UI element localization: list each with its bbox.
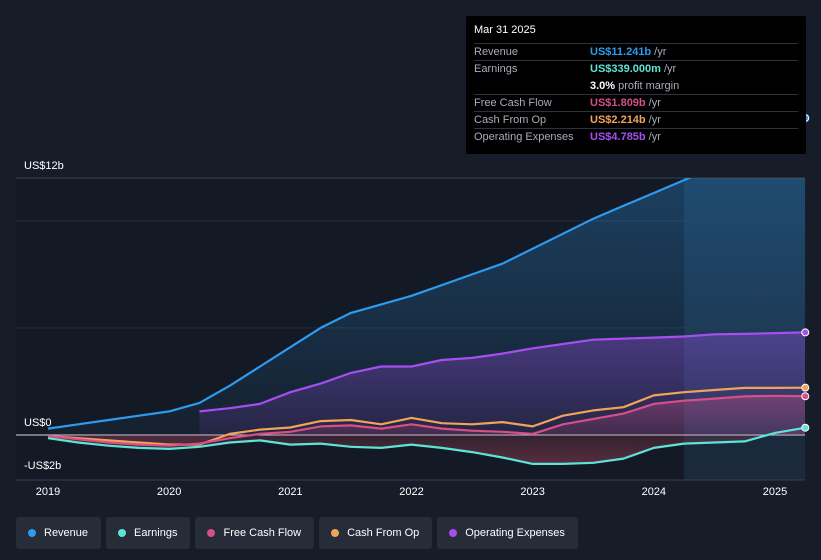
endpoint-earnings	[801, 423, 810, 432]
tooltip-row-value: US$1.809b	[590, 97, 646, 109]
endpoint-operating-expenses	[801, 328, 810, 337]
legend-dot-icon	[28, 529, 36, 537]
tooltip-row-label: Earnings	[474, 63, 518, 75]
legend-dot-icon	[331, 529, 340, 537]
legend-dot-icon	[118, 529, 127, 537]
x-tick-2020: 2020	[156, 486, 182, 498]
endpoint-free-cash-flow	[801, 392, 810, 401]
x-tick-2025: 2025	[762, 486, 788, 498]
tooltip-row-unit: profit margin	[618, 79, 680, 92]
tooltip-row-unit: /yr	[648, 114, 661, 126]
tooltip-date: Mar 31 2025	[474, 24, 536, 36]
tooltip-row-value: US$4.785b	[590, 131, 646, 143]
y-axis-bottom-label: -US$2b	[24, 460, 62, 472]
legend-item-operating-expenses[interactable]: Operating Expenses	[437, 517, 578, 549]
tooltip-row-unit: /yr	[648, 131, 661, 143]
tooltip-row-unit: /yr	[648, 97, 661, 109]
tooltip: Mar 31 2025 Revenue US$11.241b/yr Earnings…	[466, 16, 806, 154]
legend-item-label: Free Cash Flow	[223, 527, 302, 539]
legend: Revenue Earnings Free Cash Flow Cash From O…	[16, 517, 578, 549]
tooltip-row-earnings: Earnings US$339.000m/yr	[474, 60, 798, 77]
line-operating-expenses	[199, 331, 805, 413]
series-lines	[47, 178, 805, 465]
legend-dot-icon	[449, 529, 458, 537]
x-tick-2022: 2022	[399, 486, 424, 498]
tooltip-row-value: US$2.214b	[590, 114, 646, 126]
tooltip-row-value: 3.0%	[590, 79, 616, 92]
legend-item-free-cash-flow[interactable]: Free Cash Flow	[195, 517, 315, 549]
line-revenue	[47, 178, 692, 430]
legend-item-label: Operating Expenses	[465, 527, 565, 539]
x-tick-2021: 2021	[278, 486, 303, 498]
line-free-cash-flow	[47, 394, 805, 447]
tooltip-row-label: Cash From Op	[474, 114, 547, 126]
tooltip-row-revenue: Revenue US$11.241b/yr	[474, 43, 798, 60]
tooltip-row-value: US$339.000m	[590, 63, 661, 75]
endpoint-cash-from-op	[801, 383, 810, 392]
legend-dot-icon	[207, 529, 216, 537]
x-tick-2023: 2023	[520, 486, 545, 498]
legend-item-label: Cash From Op	[347, 527, 420, 539]
tooltip-row-free-cash-flow: Free Cash Flow US$1.809b/yr	[474, 94, 798, 111]
tooltip-row-label: Revenue	[474, 46, 519, 58]
tooltip-row-value: US$11.241b	[590, 46, 652, 58]
tooltip-row-operating-expenses: Operating Expenses US$4.785b/yr	[474, 128, 798, 145]
y-axis-zero-label: US$0	[24, 417, 52, 429]
legend-item-earnings[interactable]: Earnings	[106, 517, 191, 549]
x-tick-2024: 2024	[641, 486, 667, 498]
tooltip-row-profit-margin: 3.0% profit margin	[474, 77, 798, 94]
tooltip-row-label: Free Cash Flow	[474, 97, 552, 109]
legend-item-label: Revenue	[44, 527, 89, 539]
tooltip-row-unit: /yr	[663, 63, 677, 75]
legend-item-label: Earnings	[134, 527, 178, 539]
tooltip-row-cash-from-op: Cash From Op US$2.214b/yr	[474, 111, 798, 128]
x-tick-2019: 2019	[35, 486, 61, 498]
legend-item-revenue[interactable]: Revenue	[16, 517, 102, 549]
y-axis-top-label: US$12b	[24, 160, 64, 172]
area-free-cash-flow	[48, 395, 805, 446]
tooltip-row-label: Operating Expenses	[474, 131, 574, 143]
tooltip-row-unit: /yr	[654, 46, 667, 58]
line-earnings	[47, 426, 805, 465]
legend-item-cash-from-op[interactable]: Cash From Op	[319, 517, 433, 549]
